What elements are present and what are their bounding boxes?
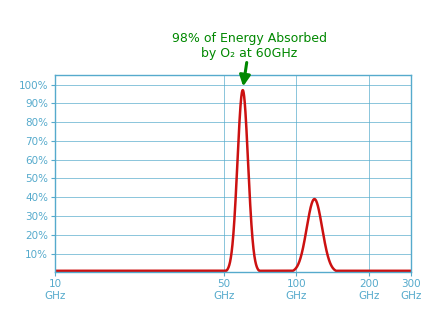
Text: 98% of Energy Absorbed
by O₂ at 60GHz: 98% of Energy Absorbed by O₂ at 60GHz [172,32,327,83]
